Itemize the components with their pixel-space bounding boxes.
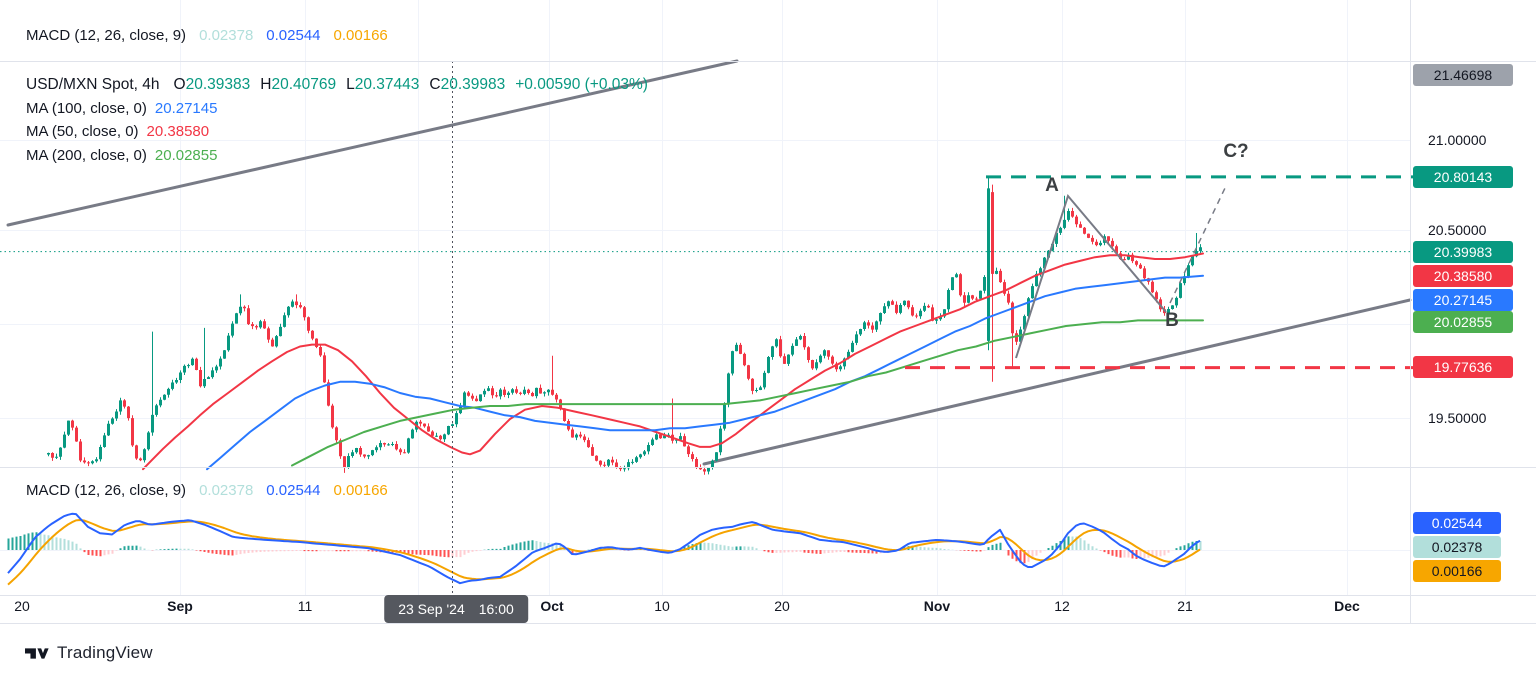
macd-top-label: MACD (12, 26, close, 9) [26, 27, 187, 44]
price-badge: 20.27145 [1413, 289, 1513, 311]
open-value: 20.39383 [185, 76, 251, 93]
macd-top-line-value: 0.02544 [266, 27, 321, 44]
low-value: 20.37443 [354, 76, 420, 93]
symbol-legend[interactable]: USD/MXN Spot, 4h O20.39383 H20.40769 L20… [26, 77, 648, 93]
change-value: +0.00590 (+0.03%) [515, 76, 648, 93]
time-tick-label: Nov [923, 598, 951, 614]
wave-label-C: C? [1223, 141, 1249, 162]
macd-pane-line-value: 0.02544 [266, 482, 321, 499]
price-tick-label: 19.50000 [1428, 410, 1487, 426]
ma50-value: 20.38580 [146, 123, 210, 140]
tradingview-logo-text: TradingView [57, 643, 153, 662]
high-value: 20.40769 [271, 76, 337, 93]
ma50-label: MA (50, close, 0) [26, 123, 139, 140]
price-badge: 20.80143 [1413, 166, 1513, 188]
macd-top-legend[interactable]: MACD (12, 26, close, 9) 0.02378 0.02544 … [26, 28, 388, 43]
close-value: 20.39983 [440, 76, 506, 93]
macd-top-signal-value: 0.00166 [333, 27, 388, 44]
macd-pane-signal-value: 0.00166 [333, 482, 388, 499]
time-tick-label: 11 [297, 598, 313, 614]
ma200-legend[interactable]: MA (200, close, 0) 20.02855 [26, 148, 217, 163]
macd-value-badge: 0.00166 [1413, 560, 1501, 582]
ma100-value: 20.27145 [154, 100, 218, 117]
time-tick-label: Dec [1334, 598, 1360, 614]
wave-label-A: A [1045, 175, 1059, 196]
time-tick-label: 21 [1177, 598, 1193, 614]
price-tick-label: 21.00000 [1428, 132, 1487, 148]
price-badge: 19.77636 [1413, 356, 1513, 378]
tradingview-logo-icon [25, 647, 49, 659]
price-badge: 20.02855 [1413, 311, 1513, 333]
tooltip-time: 16:00 [478, 601, 514, 617]
wave-label-B: B [1165, 310, 1179, 331]
time-tick-label: 20 [14, 598, 30, 614]
tooltip-date: 23 Sep '24 [398, 601, 465, 617]
tradingview-logo[interactable]: TradingView [25, 643, 153, 663]
symbol-title: USD/MXN Spot, 4h [26, 76, 160, 93]
time-tick-label: 20 [774, 598, 790, 614]
crosshair-time-tooltip: 23 Sep '24 16:00 [384, 595, 528, 623]
time-tick-label: Sep [167, 598, 193, 614]
time-tick-label: 12 [1054, 598, 1070, 614]
macd-pane-label: MACD (12, 26, close, 9) [26, 482, 187, 499]
time-tick-label: 10 [654, 598, 670, 614]
price-badge: 21.46698 [1413, 64, 1513, 86]
ma200-value: 20.02855 [154, 147, 218, 164]
ma50-legend[interactable]: MA (50, close, 0) 20.38580 [26, 124, 209, 139]
ohlc-values: O20.39383 H20.40769 L20.37443 C20.39983 … [173, 76, 648, 93]
ma200-label: MA (200, close, 0) [26, 147, 147, 164]
macd-value-badge: 0.02378 [1413, 536, 1501, 558]
macd-top-hist-value: 0.02378 [199, 27, 254, 44]
price-badge: 20.39983 [1413, 241, 1513, 263]
macd-value-badge: 0.02544 [1413, 512, 1501, 534]
ma100-legend[interactable]: MA (100, close, 0) 20.27145 [26, 101, 217, 116]
macd-pane-hist-value: 0.02378 [199, 482, 254, 499]
time-tick-label: Oct [540, 598, 564, 614]
macd-pane-legend[interactable]: MACD (12, 26, close, 9) 0.02378 0.02544 … [26, 483, 388, 498]
ma100-label: MA (100, close, 0) [26, 100, 147, 117]
price-tick-label: 20.50000 [1428, 222, 1487, 238]
price-badge: 20.38580 [1413, 265, 1513, 287]
